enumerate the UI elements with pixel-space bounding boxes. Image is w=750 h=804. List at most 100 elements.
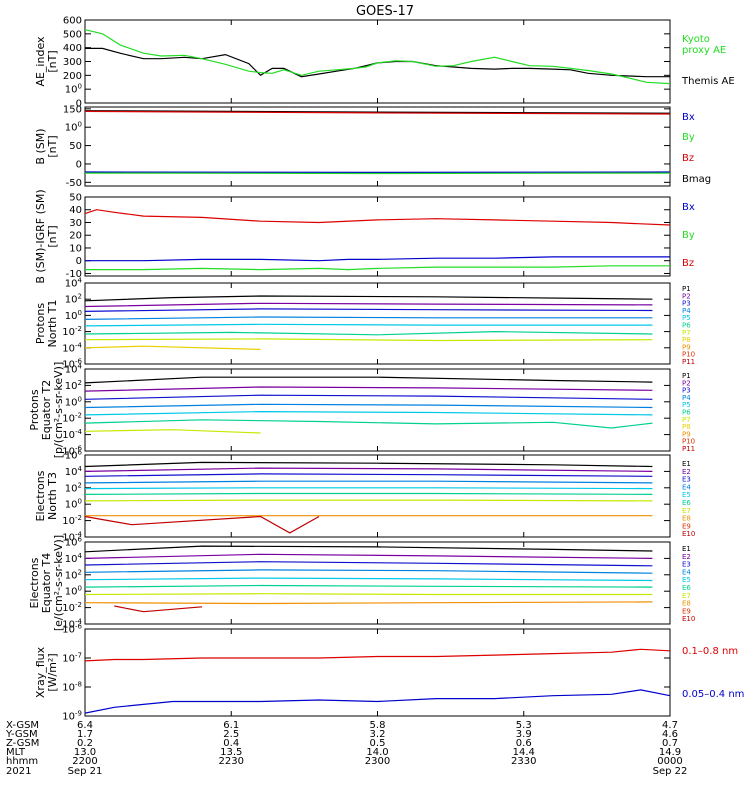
eequator-series-e6 <box>85 586 652 588</box>
pequator-series-p2 <box>85 387 652 391</box>
xaxis-value: 2230 <box>219 756 244 767</box>
bsm-frame <box>85 107 670 186</box>
pnorth-series-p6 <box>85 332 652 335</box>
ae-legend-entry: proxy AE <box>682 45 726 56</box>
enorth-legend-entry: E5 <box>682 491 691 499</box>
eequator-ytick-label: 106 <box>65 536 83 549</box>
xaxis-value: Sep 22 <box>653 766 688 777</box>
eequator-series-e1 <box>85 546 652 552</box>
bigrf-ytick-label: 0 <box>76 256 82 267</box>
enorth-legend-entry: E2 <box>682 468 691 476</box>
bigrf-ytick-label: 50 <box>69 193 82 204</box>
enorth-series-e1 <box>85 462 652 466</box>
eequator-ytick-label: 104 <box>65 552 83 565</box>
eequator-ytick-label: 102 <box>65 568 82 581</box>
bigrf-ytick-label: 30 <box>69 218 82 229</box>
pequator-ytick-label: 10-4 <box>62 428 82 441</box>
eequator-frame <box>85 542 670 624</box>
eequator-series-e2 <box>85 554 652 558</box>
enorth-ytick-label: 106 <box>65 449 83 462</box>
pequator-ytick-label: 100 <box>65 395 82 408</box>
enorth-series-e2 <box>85 468 652 471</box>
bigrf-series-by <box>85 266 670 270</box>
bsm-ytick-label: -50 <box>66 178 82 189</box>
enorth-legend-entry: E10 <box>682 530 695 538</box>
eequator-series-e4 <box>85 570 652 573</box>
ae-ytick-label: 400 <box>63 43 82 54</box>
enorth-ylabel: North T3 <box>46 472 59 520</box>
eequator-ytick-label: 10-2 <box>62 601 82 614</box>
ae-series-kyoto-proxy-ae <box>85 30 670 84</box>
xaxis-value: 2300 <box>365 756 390 767</box>
pequator-ytick-label: 10-2 <box>62 412 82 425</box>
pequator-series-p7 <box>85 430 261 433</box>
enorth-series-e6 <box>85 494 652 495</box>
enorth-legend-entry: E9 <box>682 522 691 530</box>
bigrf-ytick-label: 10 <box>69 243 82 254</box>
pnorth-series-p7 <box>85 339 652 341</box>
enorth-legend-entry: E3 <box>682 476 691 484</box>
enorth-frame <box>85 455 670 537</box>
eequator-legend-entry: E1 <box>682 545 691 553</box>
ae-ytick-label: 500 <box>63 29 82 40</box>
eequator-ylabel: [e/(cm²-s-sr-keV)] <box>52 535 65 631</box>
eequator-series-e7 <box>85 594 652 595</box>
pnorth-series-p4 <box>85 317 652 319</box>
bigrf-frame <box>85 197 670 276</box>
xray-ytick-label: 10-7 <box>62 652 82 665</box>
xaxis-value: 2330 <box>511 756 536 767</box>
pnorth-series-p2 <box>85 303 652 306</box>
ae-ytick-label: 200 <box>63 71 82 82</box>
pnorth-ytick-label: 100 <box>65 309 82 322</box>
bsm-legend-entry: Bz <box>682 153 694 164</box>
enorth-ytick-label: 102 <box>65 481 82 494</box>
xray-legend-entry: 0.05–0.4 nm <box>682 689 744 700</box>
eequator-legend-entry: E9 <box>682 607 691 615</box>
bsm-ytick-label: 100 <box>65 121 82 134</box>
pnorth-ytick-label: 10-4 <box>62 341 82 354</box>
ae-legend-entry: Kyoto <box>682 34 710 45</box>
eequator-series-e9 <box>114 606 202 612</box>
pequator-series-p3 <box>85 395 652 399</box>
xray-series-0-1-0-8-nm <box>85 649 670 661</box>
bsm-legend-entry: Bx <box>682 112 695 123</box>
enorth-series-e7 <box>85 500 652 501</box>
eequator-series-e3 <box>85 562 652 566</box>
ae-frame <box>85 20 670 103</box>
bigrf-ytick-label: 20 <box>69 231 82 242</box>
eequator-series-e5 <box>85 578 652 580</box>
xray-ytick-label: 10-6 <box>62 623 82 636</box>
bigrf-legend-entry: Bz <box>682 258 694 269</box>
pequator-legend-entry: P11 <box>682 445 695 453</box>
bigrf-series-bz <box>85 210 670 225</box>
enorth-ytick-label: 100 <box>65 498 82 511</box>
eequator-legend-entry: E5 <box>682 576 691 584</box>
enorth-legend-entry: E7 <box>682 507 691 515</box>
ae-ylabel: [nT] <box>46 50 59 72</box>
pnorth-legend-entry: P11 <box>682 358 695 366</box>
bigrf-ylabel: [nT] <box>46 225 59 247</box>
enorth-ytick-label: 10-2 <box>62 514 82 527</box>
bigrf-series-bx <box>85 257 670 261</box>
plot-title: GOES-17 <box>356 4 414 19</box>
eequator-legend-entry: E10 <box>682 615 695 623</box>
xaxis-row-label: 2021 <box>6 766 31 777</box>
eequator-series-e8 <box>85 602 652 604</box>
eequator-legend-entry: E7 <box>682 592 691 600</box>
eequator-legend-entry: E4 <box>682 568 691 576</box>
pnorth-series-p5 <box>85 324 652 326</box>
eequator-legend-entry: E2 <box>682 553 691 561</box>
eequator-legend-entry: E8 <box>682 600 691 608</box>
xaxis-value: Sep 21 <box>68 766 103 777</box>
pequator-series-p6 <box>85 420 652 428</box>
pnorth-frame <box>85 283 670 364</box>
eequator-legend-entry: E6 <box>682 584 691 592</box>
enorth-series-e3 <box>85 474 652 476</box>
enorth-legend-entry: E8 <box>682 515 691 523</box>
eequator-legend-entry: E3 <box>682 561 691 569</box>
pnorth-ylabel: North T1 <box>46 300 59 348</box>
bigrf-legend-entry: Bx <box>682 202 695 213</box>
xray-frame <box>85 629 670 716</box>
